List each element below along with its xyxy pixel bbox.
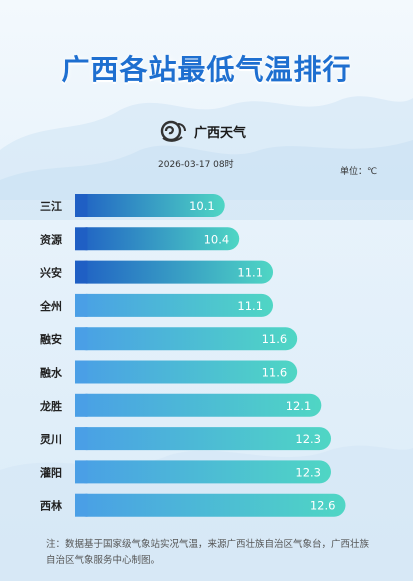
value-label-0: 10.1 <box>189 199 215 213</box>
value-label-5: 11.6 <box>262 366 288 380</box>
bar-left-edge-6 <box>75 393 88 417</box>
value-label-8: 12.3 <box>295 465 321 479</box>
category-label-0: 三江 <box>40 199 62 213</box>
footnote: 注：数据基于国家级气象站实况气温，来源广西壮族自治区气象台，广西壮族自治区气象服… <box>46 539 370 566</box>
bar-3 <box>75 293 274 317</box>
value-label-3: 11.1 <box>237 299 263 313</box>
category-label-8: 灌阳 <box>40 465 62 479</box>
bar-5 <box>75 360 298 384</box>
bar-left-edge-2 <box>75 260 88 284</box>
category-label-4: 融安 <box>40 332 62 346</box>
category-label-7: 灵川 <box>40 433 62 446</box>
bar-left-edge-4 <box>75 327 88 351</box>
guangxi-weather-logo-icon <box>160 120 186 142</box>
value-label-7: 12.3 <box>295 432 321 446</box>
bar-8 <box>75 460 331 484</box>
category-label-5: 融水 <box>40 366 63 380</box>
unit-label: 单位：℃ <box>340 167 378 177</box>
value-label-9: 12.6 <box>310 499 336 513</box>
bar-6 <box>75 393 322 417</box>
logo-text: 广西天气 <box>194 125 247 141</box>
category-label-9: 西林 <box>40 499 62 513</box>
category-label-6: 龙胜 <box>39 399 62 413</box>
bar-left-edge-7 <box>75 427 88 451</box>
page-title: 广西各站最低气温排行 <box>61 53 352 86</box>
bar-left-edge-0 <box>75 194 88 217</box>
bar-left-edge-5 <box>75 360 88 384</box>
value-label-4: 11.6 <box>262 332 288 346</box>
timestamp: 2026-03-17 08时 <box>158 160 234 170</box>
bar-0 <box>75 194 225 217</box>
bar-left-edge-1 <box>75 227 88 251</box>
category-label-1: 资源 <box>40 232 62 246</box>
bar-left-edge-9 <box>75 493 88 517</box>
value-label-2: 11.1 <box>237 266 263 280</box>
bar-7 <box>75 427 331 451</box>
bar-left-edge-8 <box>75 460 88 484</box>
bar-left-edge-3 <box>75 293 88 317</box>
category-label-2: 兴安 <box>40 266 62 280</box>
category-label-3: 全州 <box>39 299 62 313</box>
bar-1 <box>75 227 240 251</box>
bar-2 <box>75 260 274 284</box>
value-label-6: 12.1 <box>286 399 312 413</box>
bar-9 <box>75 493 346 517</box>
bar-4 <box>75 327 298 351</box>
logo: 广西天气 <box>158 118 278 144</box>
value-label-1: 10.4 <box>204 232 230 246</box>
